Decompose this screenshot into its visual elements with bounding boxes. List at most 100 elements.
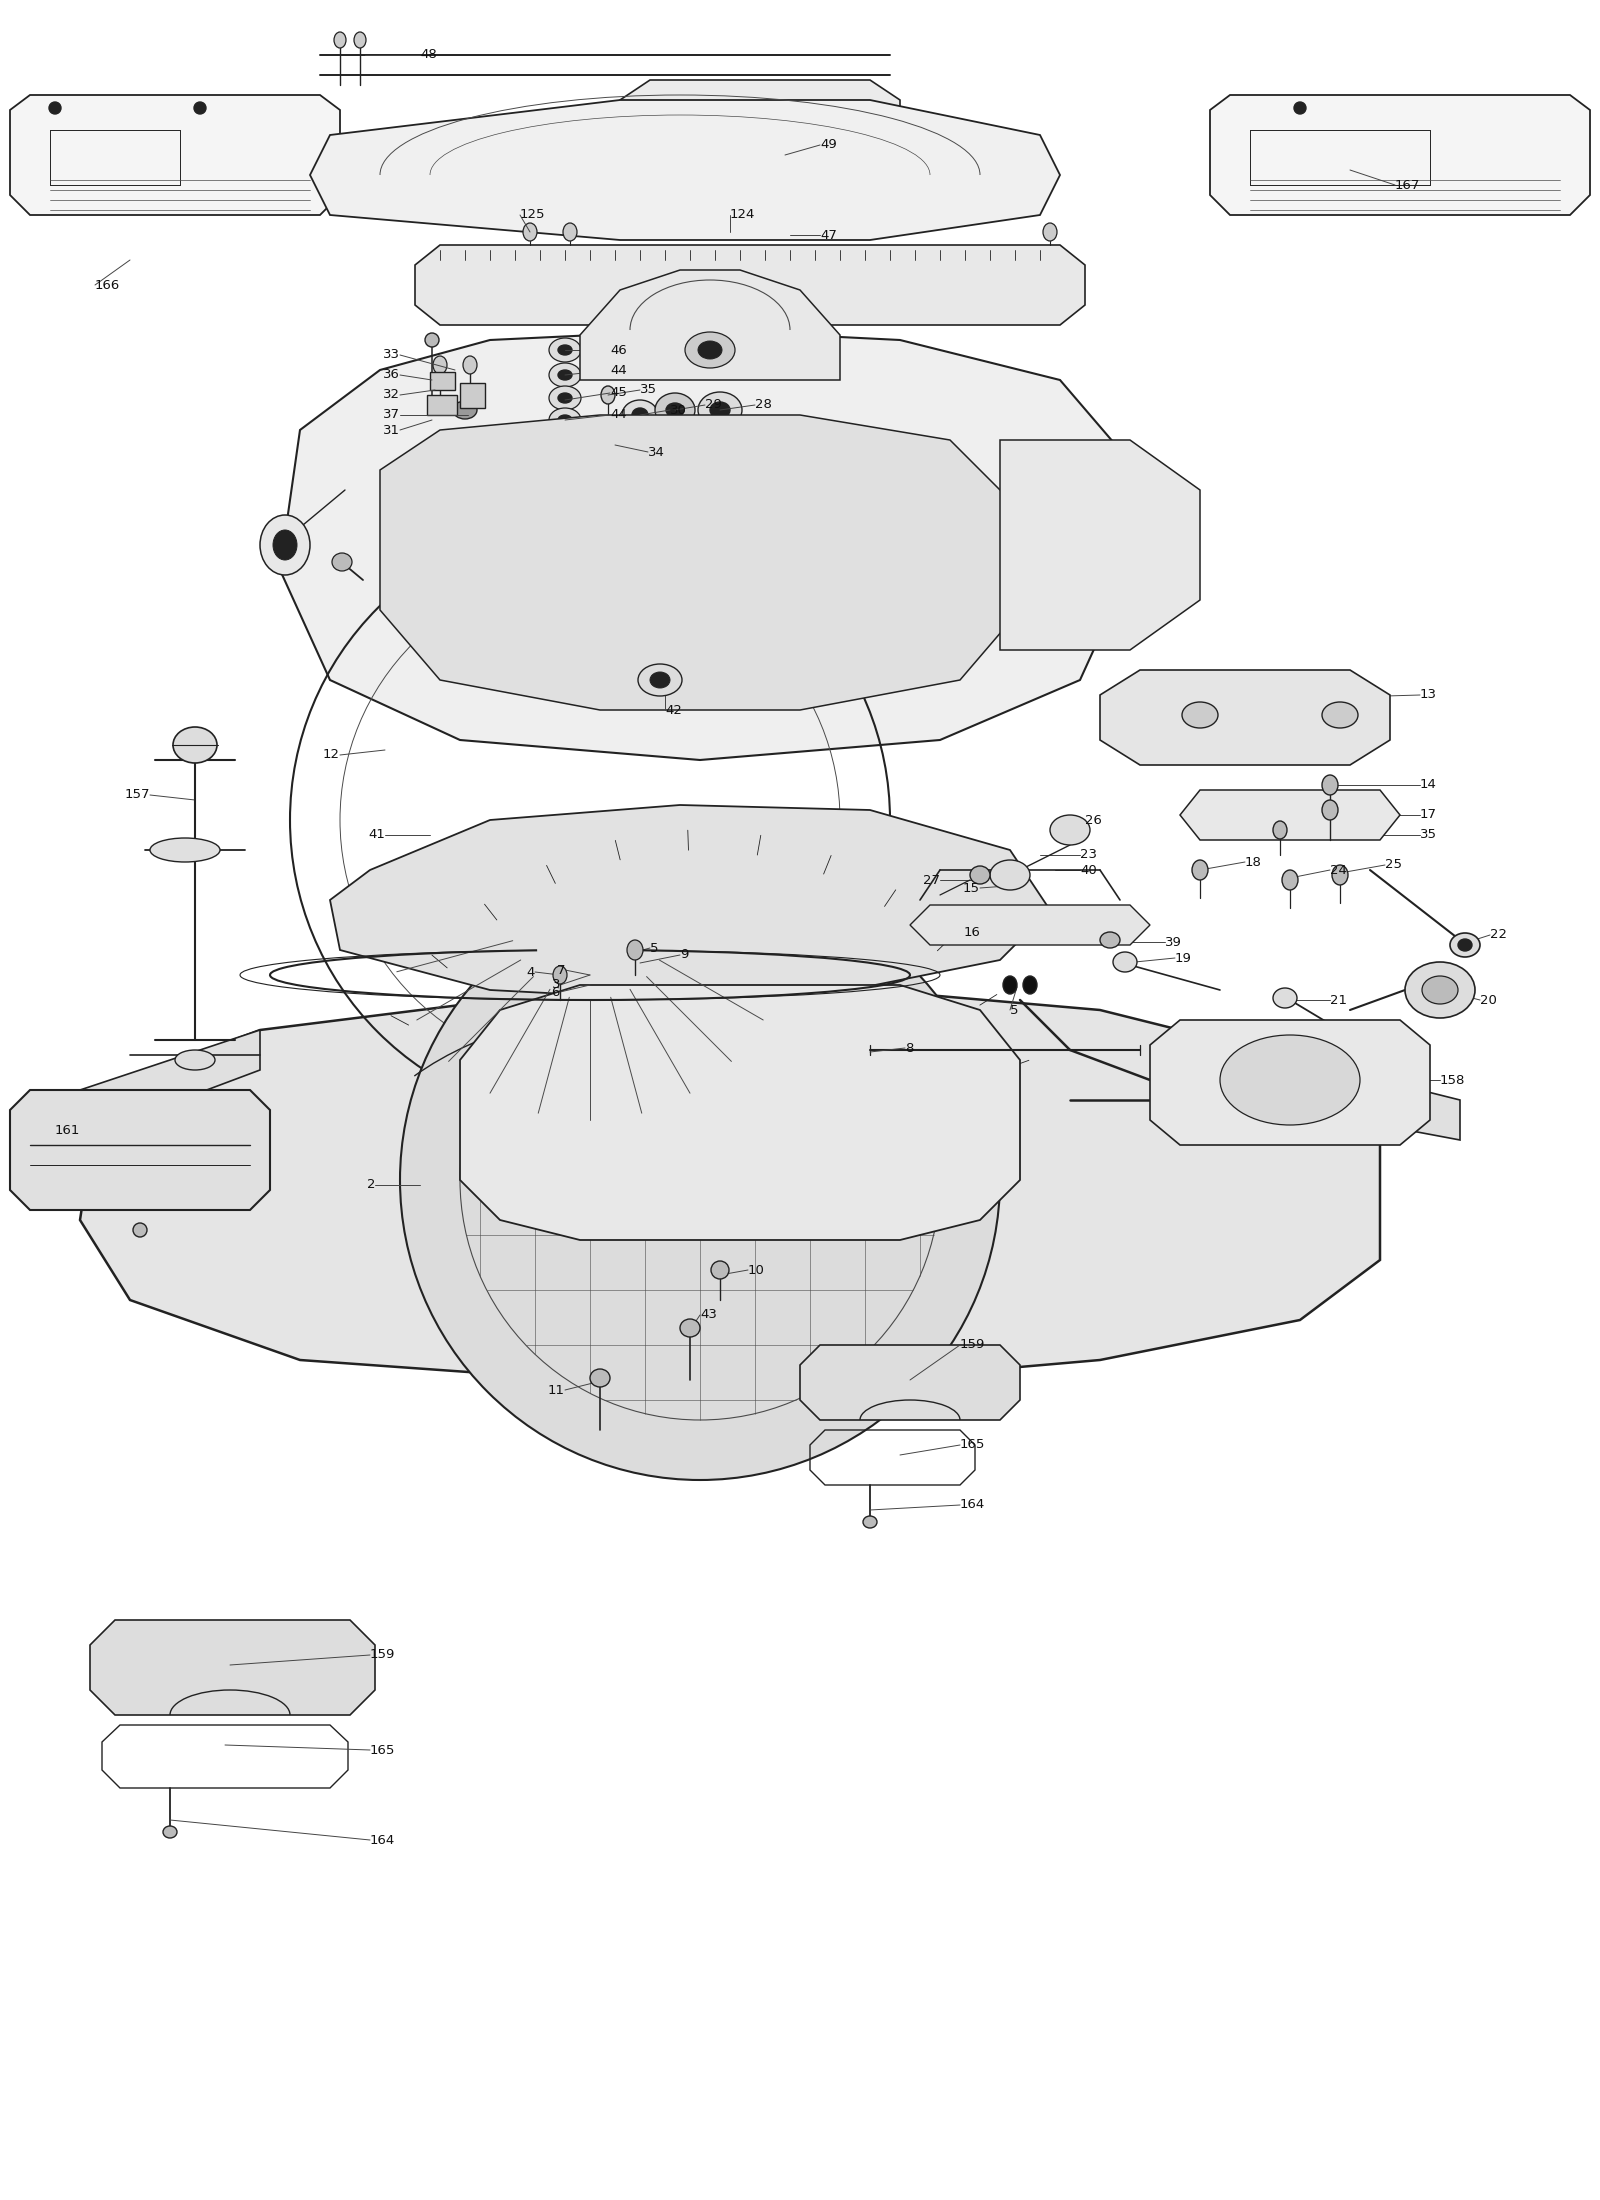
Ellipse shape [1322,702,1358,728]
Text: 31: 31 [382,422,400,436]
Ellipse shape [970,867,990,884]
Polygon shape [381,416,1021,711]
Circle shape [666,1144,734,1214]
Text: 165: 165 [370,1742,395,1756]
Text: 33: 33 [382,348,400,361]
Text: 46: 46 [610,343,627,356]
Polygon shape [1299,1060,1459,1140]
Text: 40: 40 [1080,862,1096,876]
Ellipse shape [666,403,685,418]
Text: 25: 25 [1386,858,1402,871]
Text: 26: 26 [1085,814,1102,827]
Ellipse shape [1405,961,1475,1019]
Text: 158: 158 [1440,1074,1466,1087]
Ellipse shape [698,392,742,429]
Text: 12: 12 [323,748,339,761]
Text: 42: 42 [666,704,682,717]
Ellipse shape [654,394,694,427]
Text: 19: 19 [1174,950,1192,964]
Ellipse shape [453,400,477,418]
Text: 2: 2 [366,1179,374,1192]
Text: 44: 44 [610,363,627,376]
Ellipse shape [563,222,578,242]
Ellipse shape [259,515,310,574]
Ellipse shape [990,860,1030,891]
Ellipse shape [1274,821,1286,838]
Polygon shape [910,904,1150,946]
Ellipse shape [173,726,218,763]
Ellipse shape [590,1368,610,1386]
Ellipse shape [1182,702,1218,728]
Ellipse shape [50,101,61,114]
Ellipse shape [1101,933,1120,948]
Ellipse shape [549,339,581,363]
Bar [427,396,458,416]
Text: 159: 159 [370,1648,395,1661]
Text: 29: 29 [706,398,722,411]
Ellipse shape [1003,977,1018,994]
Text: 48: 48 [419,48,437,62]
Polygon shape [330,805,1050,1001]
Text: 4: 4 [526,966,534,979]
Ellipse shape [558,394,573,403]
Text: 20: 20 [1480,994,1498,1008]
Text: 45: 45 [610,387,627,400]
Circle shape [400,880,1000,1481]
Ellipse shape [1221,1034,1360,1124]
Text: 167: 167 [1395,178,1421,191]
Ellipse shape [710,1261,730,1278]
Ellipse shape [462,356,477,374]
Ellipse shape [434,356,446,374]
Text: 30: 30 [670,403,686,416]
Text: 43: 43 [701,1309,717,1322]
Ellipse shape [163,1826,178,1837]
Polygon shape [1000,440,1200,649]
Ellipse shape [746,134,774,165]
Ellipse shape [333,552,352,572]
Text: 157: 157 [125,788,150,801]
Ellipse shape [549,385,581,409]
Ellipse shape [638,664,682,695]
Text: 22: 22 [1490,928,1507,942]
Polygon shape [621,79,899,220]
Ellipse shape [1331,865,1347,884]
Text: 27: 27 [923,873,941,887]
Ellipse shape [710,403,730,418]
Ellipse shape [558,416,573,425]
Text: 23: 23 [1080,849,1098,862]
Ellipse shape [133,1223,147,1236]
Ellipse shape [549,363,581,387]
Ellipse shape [632,407,648,422]
Text: 5: 5 [1010,1003,1019,1016]
Ellipse shape [354,33,366,48]
Ellipse shape [1022,977,1037,994]
Text: 39: 39 [1165,935,1182,948]
Ellipse shape [622,400,658,429]
Bar [461,383,485,407]
Ellipse shape [685,332,734,367]
Ellipse shape [523,222,538,242]
Text: 16: 16 [963,926,979,939]
Text: 37: 37 [382,409,400,422]
Polygon shape [579,271,840,381]
Ellipse shape [150,838,221,862]
Ellipse shape [1422,977,1458,1003]
Text: 17: 17 [1421,810,1437,821]
Ellipse shape [1050,814,1090,845]
Text: 8: 8 [906,1041,914,1054]
Polygon shape [280,330,1130,759]
Ellipse shape [174,1049,214,1069]
Ellipse shape [602,385,614,405]
Ellipse shape [334,33,346,48]
Ellipse shape [1274,988,1298,1008]
Text: 164: 164 [370,1833,395,1846]
Polygon shape [1210,95,1590,216]
Text: 47: 47 [819,229,837,242]
Text: 41: 41 [368,829,386,840]
Text: 21: 21 [1330,994,1347,1008]
Text: 161: 161 [54,1124,80,1137]
Text: 44: 44 [610,409,627,422]
Polygon shape [1101,671,1390,766]
Ellipse shape [1450,933,1480,957]
Polygon shape [414,244,1085,326]
